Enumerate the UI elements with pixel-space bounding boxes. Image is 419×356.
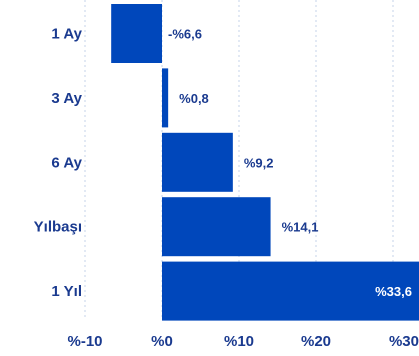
category-label: 1 Ay — [51, 26, 82, 43]
x-tick-label: %10 — [224, 333, 254, 350]
bar — [162, 68, 169, 128]
data-label: -%6,6 — [168, 27, 202, 42]
category-label: Yılbaşı — [34, 219, 82, 236]
x-tick-label: %-10 — [67, 333, 102, 350]
bar — [111, 4, 162, 63]
bar — [162, 132, 233, 192]
x-tick-label: %0 — [151, 333, 173, 350]
data-label: %33,6 — [375, 284, 412, 299]
bar — [162, 261, 419, 321]
data-label: %9,2 — [244, 155, 274, 170]
bar — [162, 197, 271, 257]
data-label: %0,8 — [179, 91, 209, 106]
x-tick-label: %20 — [301, 333, 331, 350]
data-label: %14,1 — [282, 220, 319, 235]
category-label: 3 Ay — [51, 90, 82, 107]
x-tick-label: %30 — [389, 333, 419, 350]
category-label: 6 Ay — [51, 154, 82, 171]
category-label: 1 Yıl — [51, 283, 82, 300]
